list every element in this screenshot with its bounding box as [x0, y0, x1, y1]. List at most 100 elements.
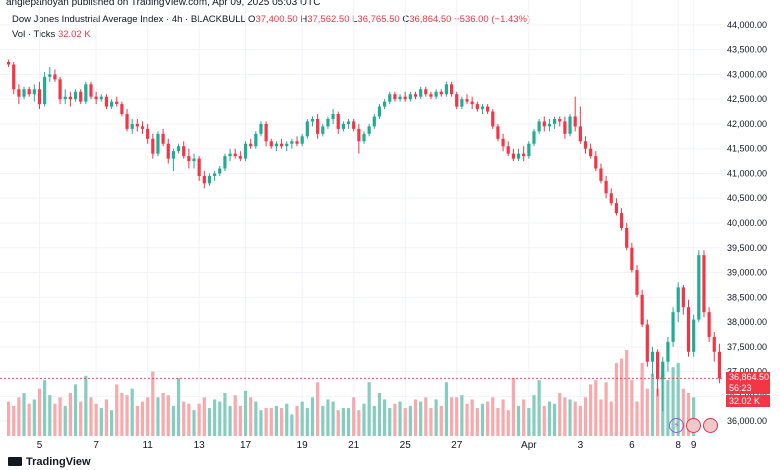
volume-bar: [161, 393, 165, 436]
candle-body: [326, 118, 330, 127]
y-tick-label: 40,000.00: [727, 218, 767, 228]
candle-body: [527, 143, 531, 157]
y-tick-label: 37,000.00: [727, 367, 767, 377]
candle-body: [341, 123, 345, 129]
candle-body: [22, 89, 26, 97]
candle-body: [429, 94, 433, 97]
volume-bar: [249, 397, 253, 436]
candle-body: [43, 76, 47, 105]
volume-bar: [630, 380, 634, 436]
candle-body: [393, 94, 397, 100]
candle-body: [455, 94, 459, 107]
volume-bar: [388, 408, 392, 436]
volume-bar: [692, 397, 696, 436]
volume-bar: [599, 399, 603, 436]
volume-bar: [480, 403, 485, 436]
volume-bar: [213, 399, 217, 436]
volume-bar: [285, 403, 289, 436]
volume-bar: [6, 401, 11, 436]
volume-bar: [589, 384, 593, 436]
y-tick-label: 40,500.00: [727, 193, 767, 203]
candle-body: [32, 89, 36, 95]
us-flag-event-icon-2[interactable]: [703, 418, 718, 433]
x-tick-label: 11: [142, 440, 153, 451]
candle-body: [449, 84, 454, 95]
candle-body: [331, 114, 335, 119]
volume-bar: [522, 399, 526, 436]
candle-body: [120, 104, 124, 115]
candle-body: [506, 146, 510, 154]
volume-bar: [94, 403, 98, 436]
volume-bar: [233, 395, 237, 436]
candle-body: [383, 101, 387, 107]
symbol-title: Dow Jones Industrial Average Index · 4h …: [12, 14, 246, 25]
volume-bar: [63, 405, 67, 436]
candle-body: [470, 101, 474, 105]
volume-bar: [573, 401, 577, 436]
volume-bar: [104, 399, 109, 436]
volume-bar: [218, 401, 222, 436]
volume-bar: [207, 408, 212, 436]
volume-bar: [125, 395, 129, 436]
volume-bar: [460, 395, 464, 436]
volume-bar: [176, 377, 181, 436]
candle-body: [6, 62, 11, 65]
candle-body: [614, 203, 618, 214]
volume-bar: [53, 403, 57, 436]
symbol-legend: Dow Jones Industrial Average Index · 4h …: [12, 14, 530, 25]
candle-body: [12, 64, 16, 90]
candle-body: [645, 324, 649, 362]
candle-body: [357, 128, 361, 142]
volume-bars: [6, 350, 696, 436]
volume-bar: [192, 410, 196, 436]
candle-body: [53, 74, 57, 80]
volume-bar: [671, 367, 675, 436]
candle-body: [192, 158, 196, 162]
lightning-event-icon[interactable]: ⚡: [669, 418, 684, 433]
candle-body: [547, 123, 552, 127]
volume-bar: [140, 401, 145, 436]
tradingview-logo-icon: [8, 457, 22, 466]
volume-bar: [305, 408, 309, 436]
candle-body: [202, 175, 206, 184]
volume-bar: [542, 405, 546, 436]
candle-body: [516, 153, 521, 159]
volume-bar: [429, 408, 433, 436]
candle-body: [279, 143, 284, 147]
volume-bar: [439, 405, 443, 436]
volume-bar: [135, 405, 139, 436]
volume-bar: [300, 401, 304, 436]
candle-body: [712, 336, 716, 352]
candle-body: [197, 158, 201, 176]
volume-bar: [187, 403, 191, 436]
volume-bar: [398, 401, 402, 436]
candle-body: [419, 89, 423, 97]
candle-body: [702, 255, 706, 313]
volume-bar: [465, 403, 469, 436]
volume-bar: [449, 397, 454, 436]
volume-bar: [408, 405, 412, 436]
candle-body: [156, 133, 160, 154]
candle-body: [182, 146, 186, 157]
candle-body: [58, 79, 62, 100]
volume-bar: [331, 401, 335, 436]
x-tick-label: 13: [194, 440, 206, 451]
open-label: O: [248, 14, 256, 25]
candle-body: [110, 101, 114, 107]
candle-body: [99, 96, 103, 100]
volume-bar: [516, 405, 521, 436]
candle-body: [377, 106, 382, 117]
us-flag-event-icon[interactable]: [686, 418, 701, 433]
volume-bar: [17, 397, 21, 436]
candle-body: [583, 141, 588, 149]
change-value: −536.00 (−1.43%): [454, 14, 531, 25]
y-axis-ticks: 36,000.0036,500.0037,000.0037,500.0038,0…: [727, 20, 767, 426]
x-tick-label: 21: [348, 440, 360, 451]
candle-body: [635, 270, 639, 295]
candle-body: [130, 123, 134, 129]
candle-body: [640, 294, 644, 325]
volume-bar: [625, 350, 629, 436]
close-value: 36,864.50: [409, 14, 452, 25]
candle-body: [146, 128, 150, 139]
